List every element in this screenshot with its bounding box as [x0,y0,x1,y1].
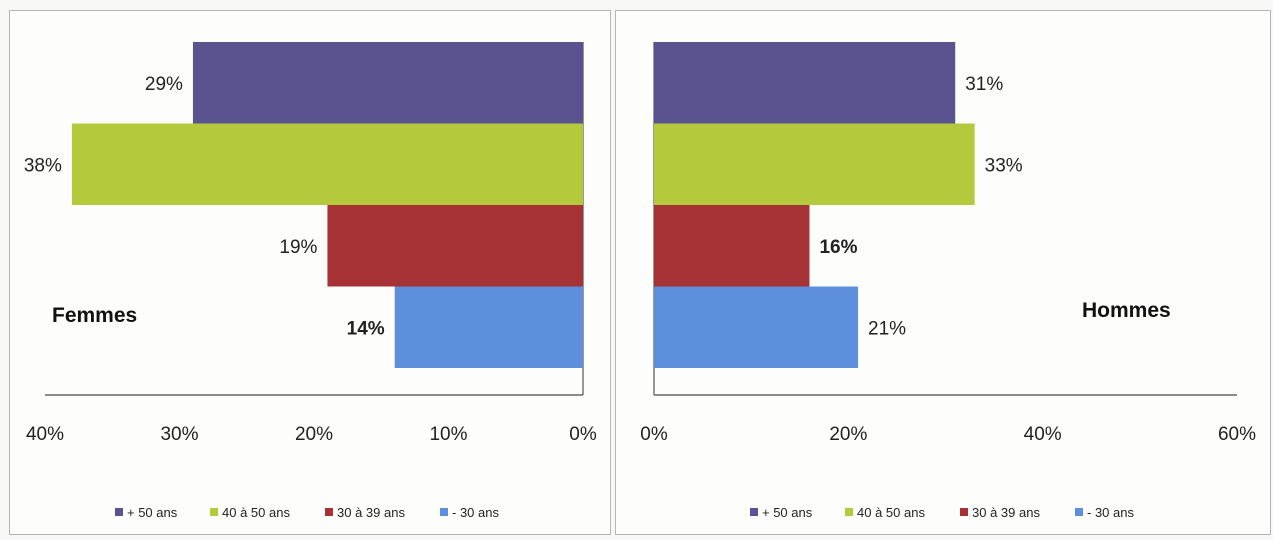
hommes-legend-swatch [1075,508,1083,516]
femmes-legend-item: + 50 ans [127,505,178,520]
femmes-tick-label: 40% [26,424,64,445]
femmes-chart: 29% 38% 19% 14% 40% 30% 20% 10% 0% Femmes + 50 … [24,42,597,520]
hommes-legend-swatch [750,508,758,516]
femmes-bar [192,42,583,124]
hommes-legend-item: 30 à 39 ans [972,505,1040,520]
hommes-tick-label: 20% [829,424,867,445]
hommes-legend-item: 40 à 50 ans [857,505,925,520]
femmes-bar [394,286,583,368]
hommes-bar [654,286,859,368]
femmes-tick-label: 0% [569,424,597,445]
femmes-legend-swatch [325,508,333,516]
hommes-tick-label: 60% [1218,424,1256,445]
femmes-value-label: 29% [145,74,183,95]
femmes-legend-item: - 30 ans [452,505,499,520]
hommes-chart: 31% 33% 16% 21% 0% 20% 40% 60% Hommes + 50 ans… [640,42,1256,520]
hommes-tick-label: 0% [640,424,668,445]
femmes-legend-swatch [210,508,218,516]
femmes-bar [71,123,584,205]
femmes-value-label: 14% [347,318,385,339]
hommes-legend-item: - 30 ans [1087,505,1134,520]
hommes-title: Hommes [1082,299,1171,322]
femmes-tick-label: 30% [160,424,198,445]
hommes-value-label: 33% [985,155,1023,176]
hommes-bar [654,42,956,124]
hommes-value-label: 21% [868,318,906,339]
femmes-legend-item: 40 à 50 ans [222,505,290,520]
femmes-legend-item: 30 à 39 ans [337,505,405,520]
hommes-bar [654,123,975,205]
femmes-legend-swatch [440,508,448,516]
hommes-legend-item: + 50 ans [762,505,813,520]
hommes-bar [654,205,810,287]
hommes-legend-swatch [960,508,968,516]
hommes-value-label: 16% [819,237,857,258]
hommes-tick-label: 40% [1024,424,1062,445]
femmes-bar [327,205,583,287]
femmes-legend-swatch [115,508,123,516]
femmes-tick-label: 10% [429,424,467,445]
femmes-tick-label: 20% [295,424,333,445]
femmes-value-label: 19% [279,237,317,258]
femmes-title: Femmes [52,304,137,327]
femmes-value-label: 38% [24,155,62,176]
hommes-legend-swatch [845,508,853,516]
hommes-value-label: 31% [965,74,1003,95]
